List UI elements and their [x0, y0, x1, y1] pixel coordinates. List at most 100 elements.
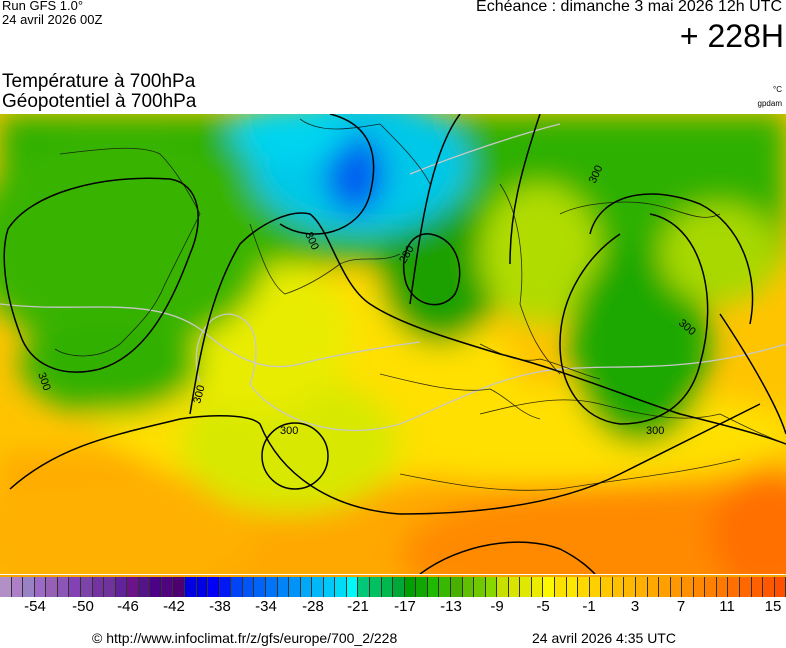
colorbar-tick-label: -9 — [490, 598, 504, 615]
colorbar-swatch — [635, 577, 648, 597]
colorbar-tick-label: 7 — [676, 598, 686, 615]
colorbar-swatch — [358, 577, 370, 597]
contour-label: 300 — [191, 384, 207, 405]
colorbar-swatch — [92, 577, 105, 597]
colorbar-swatch — [566, 577, 579, 597]
colorbar-swatch — [185, 577, 197, 597]
colorbar-swatch — [416, 577, 428, 597]
coastlines — [54, 118, 786, 491]
colorbar-swatch — [508, 577, 521, 597]
isotherms — [0, 123, 786, 432]
colorbar-swatch — [589, 577, 602, 597]
colorbar-swatch — [23, 577, 35, 597]
colorbar-swatch — [242, 577, 255, 597]
colorbar-swatch — [474, 577, 486, 597]
colorbar-swatch — [300, 577, 313, 597]
colorbar-tick-label: 3 — [630, 598, 640, 615]
run-date: 24 avril 2026 00Z — [2, 12, 103, 27]
colorbar-swatch — [335, 577, 347, 597]
contour-label: 300 — [280, 425, 298, 437]
colorbar-swatch — [427, 577, 440, 597]
colorbar-swatch — [555, 577, 567, 597]
colorbar-swatch — [393, 577, 405, 597]
colorbar-swatch — [578, 577, 590, 597]
colorbar-swatch — [612, 577, 625, 597]
colorbar-swatch — [115, 577, 128, 597]
colorbar-swatch — [46, 577, 58, 597]
colorbar-tick-label: -50 — [72, 598, 94, 615]
colorbar-swatch — [57, 577, 70, 597]
colorbar-ticks: -54 -50 -46 -42 -38 -34 -28 -21 -17 -13 -9 -5 -1 3 7 11… — [0, 598, 786, 618]
colorbar-swatch — [69, 577, 81, 597]
colorbar-swatch — [716, 577, 729, 597]
forecast-horizon: + 228H — [679, 18, 784, 54]
colorbar-swatch — [346, 577, 359, 597]
colorbar-swatch — [659, 577, 671, 597]
colorbar-tick-label: -28 — [302, 598, 324, 615]
colorbar-swatch — [693, 577, 706, 597]
colorbar-swatch — [531, 577, 544, 597]
colorbar-swatch — [80, 577, 93, 597]
contour-label: 300 — [35, 371, 53, 392]
colorbar-swatch — [231, 577, 243, 597]
weather-map: 300 300 300 300 280 300 300 300 — [0, 114, 786, 574]
colorbar-tick-label: -21 — [347, 598, 369, 615]
unit-temperature: °C — [773, 85, 782, 94]
colorbar-swatch — [289, 577, 301, 597]
parameter-geopotential: Géopotentiel à 700hPa — [2, 91, 197, 112]
colorbar-tick-label: -38 — [209, 598, 231, 615]
colorbar-swatch — [682, 577, 694, 597]
colorbar-tick-label: 11 — [719, 598, 735, 615]
colorbar-tick-label: -46 — [117, 598, 139, 615]
parameter-temperature: Température à 700hPa — [2, 71, 196, 92]
colorbar-swatch — [370, 577, 382, 597]
colorbar-swatch — [728, 577, 740, 597]
geopotential-contours — [3, 114, 786, 574]
contour-label: 300 — [646, 425, 664, 437]
colorbar-swatch — [462, 577, 475, 597]
colorbar-swatch — [34, 577, 47, 597]
colorbar-tick-label: -54 — [24, 598, 46, 615]
colorbar-swatch — [127, 577, 139, 597]
colorbar-swatch — [0, 577, 12, 597]
colorbar-swatch — [404, 577, 417, 597]
colorbar-tick-label: -1 — [582, 598, 596, 615]
colorbar-tick-label: -42 — [163, 598, 185, 615]
colorbar-swatch — [670, 577, 683, 597]
colorbar-swatch — [740, 577, 752, 597]
colorbar-tick-label: -34 — [255, 598, 277, 615]
source-url: © http://www.infoclimat.fr/z/gfs/europe/… — [92, 630, 398, 646]
temperature-field: 300 300 300 300 280 300 300 300 — [0, 114, 786, 574]
colorbar-swatch — [208, 577, 220, 597]
colorbar-swatch — [485, 577, 498, 597]
colorbar-swatch — [138, 577, 151, 597]
colorbar-swatch — [104, 577, 116, 597]
colorbar-swatch — [624, 577, 636, 597]
colorbar-swatch — [312, 577, 324, 597]
colorbar-tick-label: -13 — [440, 598, 462, 615]
colorbar-swatch — [323, 577, 336, 597]
colorbar-swatch — [543, 577, 555, 597]
colorbar-swatch — [647, 577, 660, 597]
colorbar-swatch — [381, 577, 394, 597]
colorbar-swatch — [520, 577, 532, 597]
colorbar-swatch — [11, 577, 24, 597]
colorbar-swatch — [219, 577, 232, 597]
colorbar-swatch — [254, 577, 266, 597]
colorbar-swatch — [439, 577, 451, 597]
colorbar-swatch — [751, 577, 764, 597]
temperature-colorbar — [0, 575, 786, 597]
colorbar-swatch — [265, 577, 278, 597]
colorbar-swatch — [705, 577, 717, 597]
colorbar-swatch — [497, 577, 509, 597]
run-title: Run GFS 1.0° — [2, 0, 84, 13]
colorbar-swatch — [763, 577, 775, 597]
colorbar-swatch — [150, 577, 162, 597]
colorbar-tick-label: 15 — [764, 598, 782, 615]
colorbar-swatch — [196, 577, 209, 597]
colorbar-swatch — [774, 577, 786, 597]
unit-geopotential: gpdam — [757, 99, 782, 108]
colorbar-tick-label: -17 — [394, 598, 416, 615]
colorbar-swatch — [161, 577, 174, 597]
forecast-valid-time: Echéance : dimanche 3 mai 2026 12h UTC — [476, 0, 782, 15]
